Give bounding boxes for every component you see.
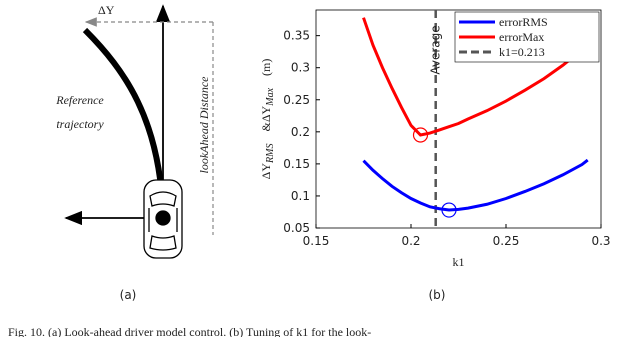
y-tick-label: 0.2 [291,125,310,139]
chart: 0.15 0.2 0.25 0.3 0.05 0.1 0.15 0.2 0.25 0.3 0.35 k… [259,9,611,269]
y-axis-label-part: ΔY [259,163,273,180]
x-axis-label: k1 [453,255,465,269]
x-tick-label: 0.15 [303,234,330,248]
plot-frame [315,9,602,229]
legend-label: errorMax [499,30,544,44]
y-tick-label: 0.3 [291,61,310,75]
minimum-marker [441,202,457,218]
y-tick-label: 0.35 [283,29,310,43]
legend-label: k1=0.213 [499,45,545,59]
y-axis-label-part: (m) [259,59,273,76]
y-axis-label-part: Max [265,87,276,106]
panel-a: ΔY Reference trajectory lookAhead Distan… [55,3,214,302]
series-line [362,17,590,137]
minimum-marker [412,127,429,143]
delta-label: ΔY [98,3,115,17]
x-tick-label: 0.2 [401,234,420,248]
x-tick-label: 0.3 [591,234,610,248]
panel-label: (b) [429,288,446,302]
y-tick-label: 0.15 [283,157,310,171]
panel-label: (a) [120,288,137,302]
caption: Fig. 10. (a) Look-ahead driver model con… [8,325,371,337]
y-tick-label: 0.05 [283,221,310,235]
y-tick-label: 0.1 [291,189,310,203]
reference-label: Reference [55,93,104,107]
y-axis-label-part: RMS [265,144,276,164]
y-tick-label: 0.25 [283,93,310,107]
car [143,179,183,259]
y-axis-label-part: ΔY [259,105,273,122]
average-label: Average [429,25,443,74]
y-axis-label-part: & [259,122,273,132]
x-tick-label: 0.25 [493,234,520,248]
lookahead-label: lookAhead Distance [197,76,211,174]
series-line [362,158,589,212]
reference-label: trajectory [56,117,104,131]
legend-label: errorRMS [499,15,548,29]
y-axis-label: ΔYRMS&ΔYMax(m) [259,59,276,180]
